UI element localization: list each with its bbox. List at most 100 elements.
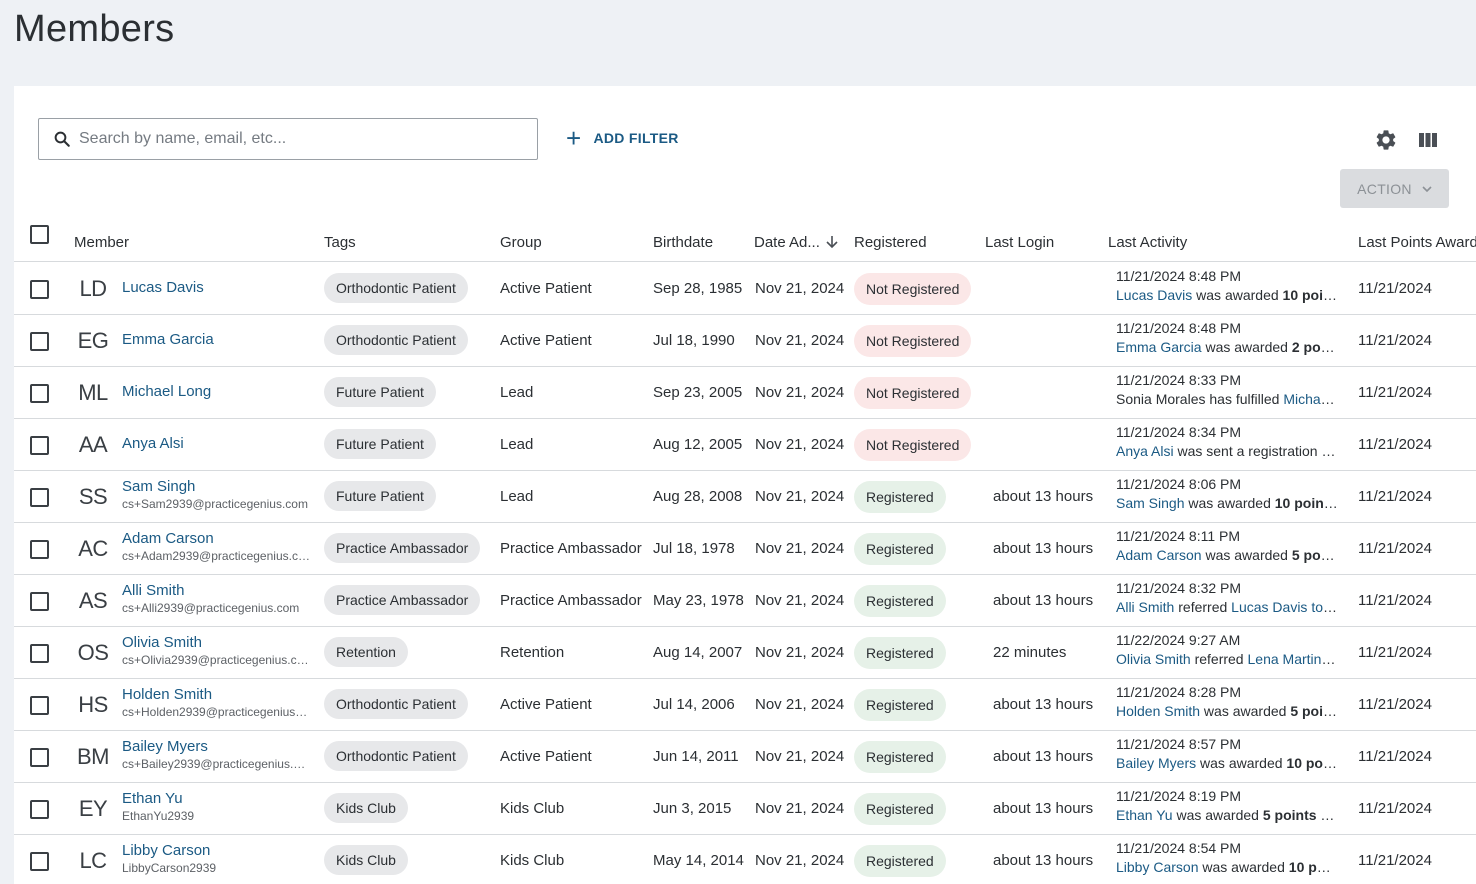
last-activity-cell: 11/21/2024 8:48 PM Lucas Davis was awarde…	[1116, 268, 1338, 303]
activity-actor-link[interactable]: Lucas Davis	[1116, 287, 1193, 303]
table-row[interactable]: HS Holden Smith cs+Holden2939@practicegeni…	[14, 679, 1476, 731]
activity-actor-link[interactable]: Anya Alsi	[1116, 443, 1174, 459]
column-member[interactable]: Member	[74, 234, 130, 251]
member-name-link[interactable]: Libby Carson	[122, 842, 211, 859]
tag-chip: Practice Ambassador	[324, 533, 481, 563]
activity-rest[interactable]: Lena Martinez to the practice	[1247, 651, 1339, 667]
member-name-link[interactable]: Anya Alsi	[122, 435, 184, 452]
activity-points: 10 points	[1286, 755, 1338, 771]
row-checkbox[interactable]	[30, 384, 49, 403]
column-tags[interactable]: Tags	[324, 234, 356, 251]
activity-rest[interactable]: Lucas Davis to the practice	[1231, 599, 1338, 615]
member-email: cs+Holden2939@practicegenius.com	[122, 705, 310, 719]
member-name-link[interactable]: Holden Smith	[122, 686, 213, 703]
activity-text: was awarded	[1200, 703, 1291, 719]
status-badge: Not Registered	[854, 377, 972, 409]
activity-actor-link[interactable]: Holden Smith	[1116, 703, 1201, 719]
row-checkbox[interactable]	[30, 280, 49, 299]
row-checkbox[interactable]	[30, 540, 49, 559]
member-name-link[interactable]: Adam Carson	[122, 530, 214, 547]
select-all-checkbox[interactable]	[30, 225, 49, 244]
date-added-cell: Nov 21, 2024	[755, 800, 845, 817]
activity-actor-link[interactable]: Ethan Yu	[1116, 807, 1173, 823]
table-row[interactable]: AA Anya Alsi Future Patient Lead Aug 12, 200…	[14, 419, 1476, 471]
table-row[interactable]: AS Alli Smith cs+Alli2939@practicegenius.c…	[14, 575, 1476, 627]
activity-text: was awarded	[1172, 807, 1263, 823]
activity-rest[interactable]: Michael Long's reward	[1283, 391, 1338, 407]
member-info: Ethan Yu EthanYu2939	[122, 790, 310, 823]
activity-actor-link[interactable]: Adam Carson	[1116, 547, 1202, 563]
tag-chip: Orthodontic Patient	[324, 741, 468, 771]
add-filter-button[interactable]: + ADD FILTER	[566, 125, 679, 151]
column-date-added[interactable]: Date Ad...	[754, 234, 838, 251]
member-name-link[interactable]: Bailey Myers	[122, 738, 208, 755]
column-last-login[interactable]: Last Login	[985, 234, 1055, 251]
tag-chip: Kids Club	[324, 793, 408, 823]
table-row[interactable]: LC Libby Carson LibbyCarson2939 Kids Club Ki…	[14, 835, 1476, 884]
date-added-cell: Nov 21, 2024	[755, 540, 845, 557]
activity-points: 5 points	[1291, 547, 1338, 563]
activity-text: referred	[1174, 599, 1232, 615]
row-checkbox[interactable]	[30, 748, 49, 767]
member-name-link[interactable]: Lucas Davis	[122, 279, 204, 296]
activity-actor-link[interactable]: Libby Carson	[1116, 859, 1199, 875]
member-info: Sam Singh cs+Sam2939@practicegenius.com	[122, 478, 310, 511]
group-cell: Kids Club	[500, 800, 565, 817]
last-points-cell: 11/21/2024	[1358, 696, 1432, 713]
search-box[interactable]	[38, 118, 538, 160]
table-row[interactable]: LD Lucas Davis Orthodontic Patient Active P…	[14, 263, 1476, 315]
activity-timestamp: 11/21/2024 8:54 PM	[1116, 840, 1242, 856]
row-checkbox[interactable]	[30, 644, 49, 663]
group-cell: Lead	[500, 488, 534, 505]
status-badge: Registered	[854, 533, 946, 565]
row-checkbox[interactable]	[30, 332, 49, 351]
activity-text: was awarded	[1198, 859, 1289, 875]
action-label: ACTION	[1357, 180, 1412, 197]
gear-icon[interactable]	[1374, 128, 1398, 152]
row-checkbox[interactable]	[30, 800, 49, 819]
row-checkbox[interactable]	[30, 488, 49, 507]
avatar: EG	[77, 328, 109, 353]
table-row[interactable]: AC Adam Carson cs+Adam2939@practicegenius.…	[14, 523, 1476, 575]
column-registered[interactable]: Registered	[854, 234, 927, 251]
table-row[interactable]: SS Sam Singh cs+Sam2939@practicegenius.com…	[14, 471, 1476, 523]
member-name-link[interactable]: Olivia Smith	[122, 634, 203, 651]
member-name-link[interactable]: Alli Smith	[122, 582, 185, 599]
column-last-points-awarded[interactable]: Last Points Awarded	[1358, 234, 1476, 251]
group-cell: Lead	[500, 436, 534, 453]
column-last-activity[interactable]: Last Activity	[1108, 234, 1188, 251]
table-row[interactable]: EY Ethan Yu EthanYu2939 Kids Club Kids Club J…	[14, 783, 1476, 835]
last-activity-cell: 11/21/2024 8:33 PM Sonia Morales has fulf…	[1116, 372, 1338, 407]
member-name-link[interactable]: Ethan Yu	[122, 790, 183, 807]
activity-actor-link[interactable]: Bailey Myers	[1116, 755, 1197, 771]
member-name-link[interactable]: Emma Garcia	[122, 331, 214, 348]
column-group[interactable]: Group	[500, 234, 542, 251]
last-points-cell: 11/21/2024	[1358, 540, 1432, 557]
activity-points: 10 points	[1288, 859, 1338, 875]
member-name-link[interactable]: Michael Long	[122, 383, 212, 400]
table-row[interactable]: EG Emma Garcia Orthodontic Patient Active P…	[14, 315, 1476, 367]
table-row[interactable]: ML Michael Long Future Patient Lead Sep 23, …	[14, 367, 1476, 419]
action-button[interactable]: ACTION	[1340, 169, 1449, 208]
tag-chip: Future Patient	[324, 481, 436, 511]
activity-actor-link[interactable]: Alli Smith	[1116, 599, 1175, 615]
activity-actor-link[interactable]: Sam Singh	[1116, 495, 1185, 511]
column-birthdate[interactable]: Birthdate	[653, 234, 714, 251]
member-name-link[interactable]: Sam Singh	[122, 478, 196, 495]
status-badge: Not Registered	[854, 429, 972, 461]
row-checkbox[interactable]	[30, 696, 49, 715]
columns-icon[interactable]	[1416, 128, 1440, 152]
activity-text: was awarded	[1201, 339, 1292, 355]
row-checkbox[interactable]	[30, 592, 49, 611]
activity-actor-link[interactable]: Emma Garcia	[1116, 339, 1202, 355]
last-points-cell: 11/21/2024	[1358, 384, 1432, 401]
search-input[interactable]	[79, 130, 519, 148]
row-checkbox[interactable]	[30, 852, 49, 871]
table-row[interactable]: BM Bailey Myers cs+Bailey2939@practicegeni…	[14, 731, 1476, 783]
date-added-cell: Nov 21, 2024	[755, 280, 845, 297]
activity-actor-link[interactable]: Olivia Smith	[1116, 651, 1191, 667]
row-checkbox[interactable]	[30, 436, 49, 455]
tag-chip: Future Patient	[324, 429, 436, 459]
table-row[interactable]: OS Olivia Smith cs+Olivia2939@practicegeni…	[14, 627, 1476, 679]
group-cell: Kids Club	[500, 852, 565, 869]
